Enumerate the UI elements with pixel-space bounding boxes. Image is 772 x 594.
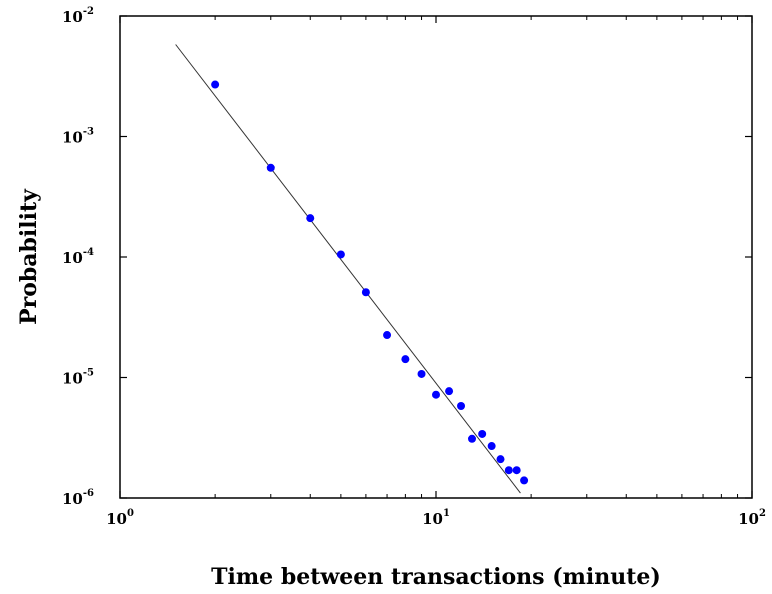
- axis-ticks: [119, 15, 753, 499]
- data-point: [401, 355, 410, 364]
- axis-tick-labels: 100 101 102 10-6 10-5 10-4 10-3 10-2: [62, 6, 766, 528]
- data-point: [336, 250, 345, 259]
- y-tick-label: 10-4: [62, 247, 94, 267]
- y-tick-label: 10-3: [62, 127, 94, 147]
- data-point: [383, 331, 392, 340]
- data-point: [306, 214, 315, 223]
- data-point: [487, 442, 496, 451]
- power-law-fit-line: [175, 44, 521, 494]
- data-point: [266, 163, 275, 172]
- data-point: [432, 390, 440, 399]
- data-point: [478, 429, 487, 438]
- x-axis-label: Time between transactions (minute): [211, 564, 661, 590]
- x-tick-label: 100: [106, 508, 134, 528]
- x-tick-label: 101: [422, 508, 450, 528]
- data-point: [445, 387, 454, 396]
- data-point: [211, 80, 220, 89]
- y-tick-label: 10-2: [62, 6, 94, 26]
- data-point: [520, 476, 529, 485]
- fit-line-layer: [175, 44, 521, 494]
- y-tick-label: 10-5: [62, 368, 94, 388]
- y-tick-label: 10-6: [62, 488, 94, 508]
- data-points-layer: [211, 80, 529, 485]
- y-axis-label: Probability: [16, 188, 42, 325]
- data-point: [417, 369, 426, 378]
- data-point: [496, 455, 505, 464]
- data-point: [361, 288, 370, 297]
- data-point: [504, 466, 513, 475]
- data-point: [468, 434, 477, 443]
- x-tick-label: 102: [738, 508, 766, 528]
- data-point: [457, 402, 466, 411]
- data-point: [512, 466, 521, 475]
